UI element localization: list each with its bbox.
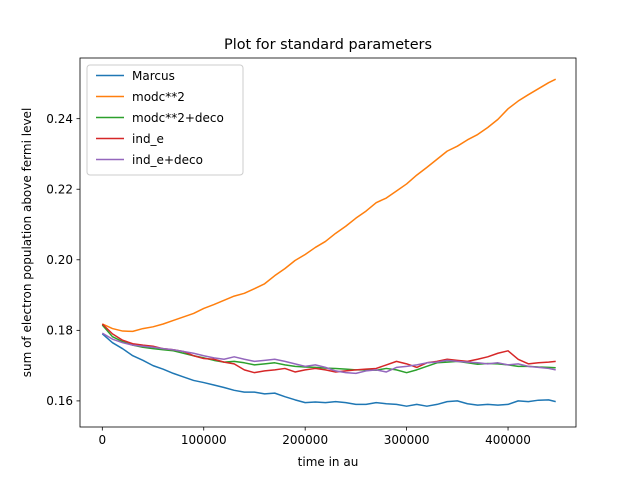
legend-label: ind_e+deco (132, 153, 203, 167)
y-axis-ticks: 0.16 0.18 0.20 0.22 0.24 (46, 112, 80, 408)
y-tick-label: 0.20 (46, 253, 73, 267)
x-tick-label: 100000 (181, 433, 227, 447)
series-line-0 (101, 333, 556, 407)
x-tick-label: 200000 (282, 433, 328, 447)
x-tick-label: 400000 (485, 433, 531, 447)
chart-title: Plot for standard parameters (224, 37, 432, 53)
legend-box (86, 64, 244, 176)
x-tick-label: 300000 (384, 433, 430, 447)
y-tick-label: 0.18 (46, 324, 73, 338)
legend-label: modc**2 (132, 90, 185, 104)
legend-label: Marcus (132, 69, 175, 83)
legend-entries: Marcus modc**2 modc**2+deco ind_e ind_e+deco (96, 69, 224, 167)
y-axis-label: sum of electron population above fermi l… (20, 108, 34, 378)
legend-label: ind_e (132, 132, 164, 146)
y-tick-label: 0.16 (46, 394, 73, 408)
plot-frame (79, 57, 577, 428)
legend: Marcus modc**2 modc**2+deco ind_e ind_e+deco (86, 64, 244, 176)
series-line-4 (101, 332, 556, 375)
series-line-1 (102, 78, 557, 333)
y-tick-label: 0.24 (46, 112, 73, 126)
x-tick-label: 0 (98, 433, 106, 447)
x-axis-label: time in au (298, 455, 359, 469)
y-tick-label: 0.22 (46, 183, 73, 197)
legend-label: modc**2+deco (132, 111, 224, 125)
series-layer (101, 78, 557, 407)
x-axis-ticks: 0 100000 200000 300000 400000 (98, 427, 531, 447)
